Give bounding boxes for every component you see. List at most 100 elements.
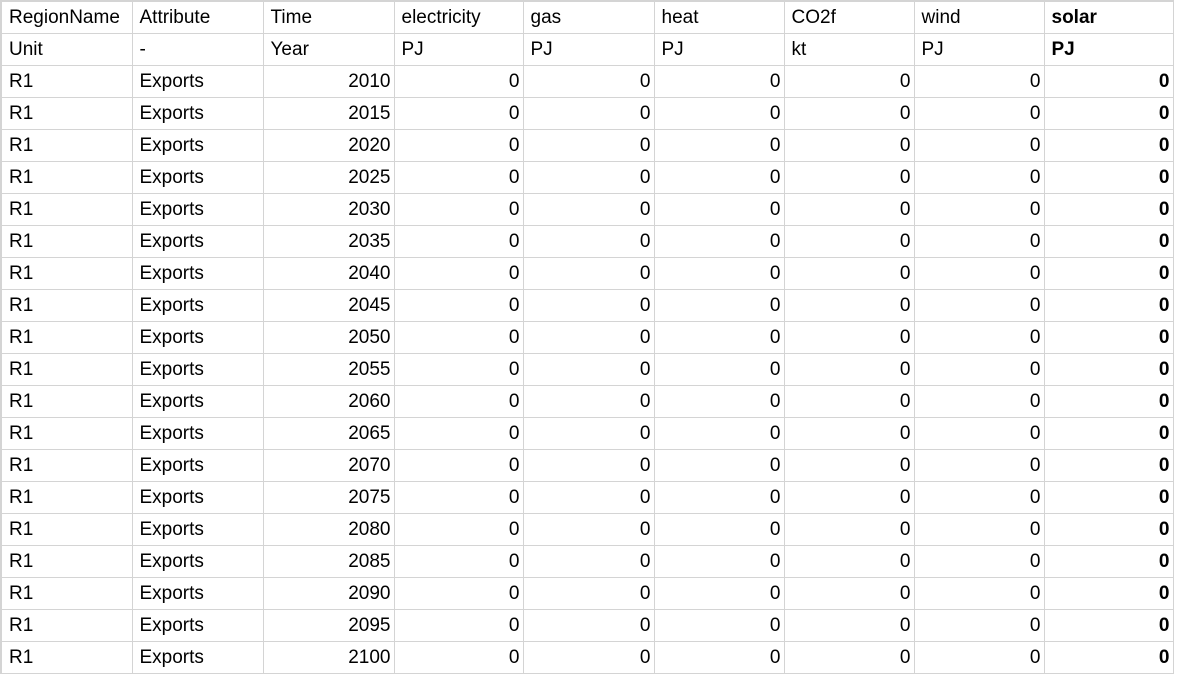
cell-region-name[interactable]: R1	[0, 353, 133, 386]
cell-gas[interactable]: 0	[522, 161, 655, 194]
cell-solar[interactable]: 0	[1043, 97, 1174, 130]
cell-wind[interactable]: 0	[913, 641, 1045, 674]
cell-solar[interactable]: 0	[1043, 609, 1174, 642]
cell-heat[interactable]: 0	[653, 65, 785, 98]
cell-co2f[interactable]: 0	[783, 193, 915, 226]
cell-wind[interactable]: 0	[913, 545, 1045, 578]
cell-heat[interactable]: PJ	[653, 33, 785, 66]
cell-attribute[interactable]: Exports	[131, 161, 264, 194]
cell-solar[interactable]: 0	[1043, 513, 1174, 546]
cell-solar[interactable]: 0	[1043, 417, 1174, 450]
cell-gas[interactable]: 0	[522, 577, 655, 610]
cell-electricity[interactable]: 0	[393, 609, 524, 642]
cell-co2f[interactable]: 0	[783, 641, 915, 674]
cell-time[interactable]: 2050	[262, 321, 395, 354]
cell-gas[interactable]: 0	[522, 545, 655, 578]
cell-co2f[interactable]: 0	[783, 609, 915, 642]
cell-solar[interactable]: 0	[1043, 353, 1174, 386]
cell-electricity[interactable]: 0	[393, 129, 524, 162]
cell-region-name[interactable]: R1	[0, 193, 133, 226]
cell-region-name[interactable]: R1	[0, 513, 133, 546]
cell-time[interactable]: Time	[262, 0, 395, 34]
cell-attribute[interactable]: Exports	[131, 129, 264, 162]
cell-heat[interactable]: 0	[653, 577, 785, 610]
cell-gas[interactable]: gas	[522, 0, 655, 34]
cell-attribute[interactable]: -	[131, 33, 264, 66]
cell-solar[interactable]: 0	[1043, 321, 1174, 354]
cell-electricity[interactable]: 0	[393, 161, 524, 194]
cell-heat[interactable]: 0	[653, 161, 785, 194]
cell-gas[interactable]: 0	[522, 129, 655, 162]
cell-wind[interactable]: 0	[913, 417, 1045, 450]
cell-solar[interactable]: 0	[1043, 289, 1174, 322]
cell-attribute[interactable]: Exports	[131, 65, 264, 98]
cell-solar[interactable]: 0	[1043, 193, 1174, 226]
cell-wind[interactable]: 0	[913, 513, 1045, 546]
cell-gas[interactable]: 0	[522, 385, 655, 418]
cell-co2f[interactable]: 0	[783, 577, 915, 610]
cell-region-name[interactable]: R1	[0, 161, 133, 194]
cell-region-name[interactable]: R1	[0, 577, 133, 610]
cell-attribute[interactable]: Exports	[131, 289, 264, 322]
cell-co2f[interactable]: kt	[783, 33, 915, 66]
cell-electricity[interactable]: 0	[393, 641, 524, 674]
cell-gas[interactable]: 0	[522, 641, 655, 674]
cell-attribute[interactable]: Attribute	[131, 0, 264, 34]
cell-solar[interactable]: 0	[1043, 481, 1174, 514]
cell-time[interactable]: 2080	[262, 513, 395, 546]
cell-attribute[interactable]: Exports	[131, 353, 264, 386]
cell-electricity[interactable]: 0	[393, 225, 524, 258]
cell-region-name[interactable]: Unit	[0, 33, 133, 66]
cell-electricity[interactable]: 0	[393, 193, 524, 226]
cell-co2f[interactable]: 0	[783, 161, 915, 194]
cell-wind[interactable]: 0	[913, 193, 1045, 226]
cell-solar[interactable]: PJ	[1043, 33, 1174, 66]
cell-heat[interactable]: 0	[653, 641, 785, 674]
cell-time[interactable]: 2015	[262, 97, 395, 130]
cell-co2f[interactable]: 0	[783, 481, 915, 514]
cell-region-name[interactable]: R1	[0, 545, 133, 578]
cell-region-name[interactable]: R1	[0, 289, 133, 322]
cell-gas[interactable]: 0	[522, 193, 655, 226]
cell-time[interactable]: 2090	[262, 577, 395, 610]
cell-wind[interactable]: 0	[913, 385, 1045, 418]
cell-solar[interactable]: 0	[1043, 161, 1174, 194]
cell-wind[interactable]: 0	[913, 481, 1045, 514]
cell-attribute[interactable]: Exports	[131, 417, 264, 450]
cell-co2f[interactable]: 0	[783, 321, 915, 354]
cell-gas[interactable]: 0	[522, 321, 655, 354]
cell-time[interactable]: Year	[262, 33, 395, 66]
cell-solar[interactable]: 0	[1043, 129, 1174, 162]
cell-co2f[interactable]: CO2f	[783, 0, 915, 34]
cell-wind[interactable]: 0	[913, 257, 1045, 290]
cell-gas[interactable]: 0	[522, 513, 655, 546]
cell-heat[interactable]: 0	[653, 481, 785, 514]
cell-attribute[interactable]: Exports	[131, 193, 264, 226]
cell-wind[interactable]: 0	[913, 65, 1045, 98]
cell-attribute[interactable]: Exports	[131, 225, 264, 258]
cell-heat[interactable]: 0	[653, 609, 785, 642]
cell-gas[interactable]: 0	[522, 353, 655, 386]
cell-region-name[interactable]: R1	[0, 481, 133, 514]
cell-heat[interactable]: 0	[653, 225, 785, 258]
cell-heat[interactable]: 0	[653, 97, 785, 130]
cell-co2f[interactable]: 0	[783, 289, 915, 322]
cell-heat[interactable]: 0	[653, 321, 785, 354]
cell-solar[interactable]: 0	[1043, 65, 1174, 98]
cell-region-name[interactable]: R1	[0, 97, 133, 130]
cell-time[interactable]: 2085	[262, 545, 395, 578]
cell-attribute[interactable]: Exports	[131, 609, 264, 642]
cell-electricity[interactable]: 0	[393, 481, 524, 514]
cell-attribute[interactable]: Exports	[131, 577, 264, 610]
cell-region-name[interactable]: R1	[0, 321, 133, 354]
cell-co2f[interactable]: 0	[783, 97, 915, 130]
cell-heat[interactable]: 0	[653, 257, 785, 290]
cell-solar[interactable]: 0	[1043, 257, 1174, 290]
cell-solar[interactable]: 0	[1043, 449, 1174, 482]
cell-solar[interactable]: 0	[1043, 577, 1174, 610]
cell-heat[interactable]: 0	[653, 129, 785, 162]
cell-wind[interactable]: 0	[913, 97, 1045, 130]
cell-gas[interactable]: 0	[522, 481, 655, 514]
cell-wind[interactable]: 0	[913, 321, 1045, 354]
cell-co2f[interactable]: 0	[783, 65, 915, 98]
